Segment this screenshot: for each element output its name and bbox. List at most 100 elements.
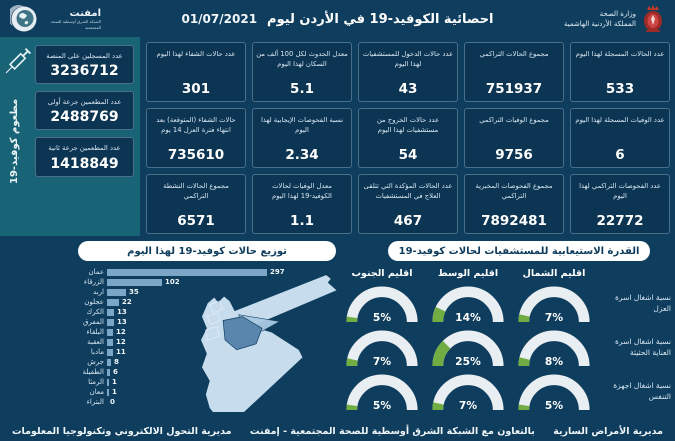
gauge-cell: 7%	[429, 370, 507, 413]
stat-value: 1418849	[50, 155, 119, 172]
gauge-chart: 8%	[518, 330, 590, 368]
jordan-map	[200, 274, 338, 412]
vaccination-stat-card: عدد المطعمين جرعة ثانية 1418849	[35, 137, 134, 177]
ministry-country: المملكة الأردنية الهاشمية	[563, 20, 636, 28]
footer: مديرية الأمراض السارية بالتعاون مع الشبك…	[0, 426, 675, 437]
stat-label: عدد الحالات المؤكدة التي تتلقى العلاج في…	[363, 182, 453, 201]
stat-label: عدد الفحوصات التراكمي لهذا اليوم	[579, 182, 661, 201]
bar	[107, 388, 109, 396]
bar-value: 6	[113, 368, 118, 376]
stat-card: عدد حالات الخروج من مستشفيات لهذا اليوم …	[358, 108, 458, 168]
bar	[107, 338, 113, 346]
vaccination-cards: عدد المسجلين على المنصة 3236712 عدد المط…	[35, 45, 134, 177]
region-header: اقليم الجنوب	[351, 267, 413, 279]
bar-row: عمان 297	[8, 267, 340, 277]
bar	[107, 378, 109, 386]
bar	[107, 318, 114, 326]
bar	[107, 298, 119, 306]
bar-value: 1	[112, 388, 117, 396]
region-header: اقليم الشمال	[522, 267, 586, 279]
bar-value: 13	[117, 308, 127, 316]
stat-label: مجموع الحالات النشطة التراكمي	[163, 182, 229, 201]
footer-cooperation-note: بالتعاون مع الشبكة الشرق أوسطية للصحة ال…	[249, 426, 535, 437]
ministry-emblem-icon	[644, 5, 662, 32]
footer-communicable-diseases: مديرية الأمراض السارية	[553, 426, 663, 437]
distribution-bar-chart: عمان 297 الزرقاء 102 اربد 35 عجلون 22 ال…	[8, 267, 340, 407]
emphnet-text: امفنت الشبكة الشرق أوسطية للصحة المجتمعي…	[43, 8, 101, 30]
gauge-chart: 5%	[346, 374, 418, 412]
stat-card: مجموع الحالات النشطة التراكمي 6571	[146, 174, 246, 234]
stat-label: عدد المسجلين على المنصة	[46, 52, 123, 60]
bar	[107, 358, 111, 366]
region-header: اقليم الوسط	[437, 267, 499, 279]
bar-value: 0	[110, 398, 115, 406]
stat-value: 22772	[596, 213, 644, 229]
vaccinated-covid19-label: مطعوم كوفيد-19	[9, 99, 20, 185]
jordan-outline	[200, 274, 338, 412]
bar-row: المفرق 13	[8, 317, 340, 327]
bar-row: الطفيلة 6	[8, 367, 340, 377]
page-title: احصائية الكوفيد-19 في الأردن ليوم	[267, 11, 494, 27]
stat-value: 2.34	[285, 147, 319, 163]
vaccination-strip: مطعوم كوفيد-19	[0, 37, 33, 236]
gauge-cell: 7%	[343, 326, 421, 369]
bar-row: الزرقاء 102	[8, 277, 340, 287]
stat-value: 301	[181, 81, 211, 97]
gauge-row-label: نسبة اشغال اسرة العناية الحثيثة	[615, 336, 671, 357]
bar-row: معان 1	[8, 387, 340, 397]
bar-value: 297	[270, 268, 285, 276]
gauge-cell: 14%	[429, 282, 507, 325]
bar-row: مادبا 11	[8, 347, 340, 357]
emphnet-logo: امفنت الشبكة الشرق أوسطية للصحة المجتمعي…	[10, 5, 101, 33]
bar-row: اربد 35	[8, 287, 340, 297]
stat-label: مجموع الحالات التراكمي	[479, 50, 549, 58]
bar-row: البلقاء 12	[8, 327, 340, 337]
stat-card: عدد الحالات المؤكدة التي تتلقى العلاج في…	[358, 174, 458, 234]
bar-row: الرمثا 1	[8, 377, 340, 387]
bar	[107, 308, 114, 316]
map-region-amman	[222, 316, 263, 351]
bar	[107, 328, 113, 336]
stat-value: 3236712	[50, 63, 119, 80]
ministry-text: وزارة الصحة المملكة الأردنية الهاشمية	[564, 9, 636, 30]
capacity-gauge-grid: اقليم الشمال اقليم الوسط اقليم الجنوب نسبة …	[339, 265, 671, 413]
stat-card: مجموع الفحوصات المخبرية التراكمي 7892481	[464, 174, 564, 234]
stat-label: مجموع الفحوصات المخبرية التراكمي	[475, 182, 553, 201]
stat-value: 1.1	[290, 213, 314, 229]
stat-value: 533	[605, 81, 635, 97]
stat-label: عدد حالات الشفاء لهذا اليوم	[156, 50, 236, 58]
title-block: 01/07/2021 احصائية الكوفيد-19 في الأردن …	[181, 0, 493, 38]
stat-value: 43	[398, 81, 418, 97]
bar-category-label: معان	[89, 388, 104, 396]
stat-card: عدد الوفيات المسجلة لهذا اليوم 6	[570, 108, 670, 168]
stat-card: مجموع الحالات التراكمي 751937	[464, 42, 564, 102]
bar-category-label: مادبا	[90, 348, 104, 356]
bar	[107, 348, 113, 356]
syringe-icon	[5, 47, 32, 74]
gauge-row-label: نسبة اشغال اجهزة التنفس	[613, 380, 671, 401]
stat-value: 2488769	[50, 109, 119, 126]
gauge-cell: 7%	[515, 282, 593, 325]
vaccination-stat-card: عدد المطعمين جرعة أولى 2488769	[35, 91, 134, 131]
bar-row: العقبة 12	[8, 337, 340, 347]
bar-category-label: اربد	[93, 288, 104, 296]
gauge-chart: 5%	[518, 374, 590, 412]
stat-value: 6	[615, 147, 625, 163]
report-date: 01/07/2021	[181, 12, 258, 26]
stat-label: حالات الشفاء (المتوقعة) بعد انتهاء فترة …	[156, 116, 236, 135]
distribution-chart-title: توزيع حالات كوفيد-19 لهذا اليوم	[78, 241, 336, 261]
stat-label: معدل الوفيات لحالات الكوفيد-19 لهذا اليو…	[272, 182, 332, 201]
stat-card: معدل الحدوث لكل 100 ألف من السكان لهذا ا…	[252, 42, 352, 102]
stat-value: 54	[398, 147, 418, 163]
gauge-value: 8%	[545, 355, 563, 368]
gauge-value: 5%	[545, 399, 563, 412]
gauge-value: 14%	[455, 311, 481, 324]
gauge-value: 5%	[373, 311, 391, 324]
emphnet-subtitle: الشبكة الشرق أوسطية للصحة المجتمعية	[50, 18, 101, 30]
gauge-cell: 8%	[515, 326, 593, 369]
gauge-cell: 5%	[343, 370, 421, 413]
stat-card: معدل الوفيات لحالات الكوفيد-19 لهذا اليو…	[252, 174, 352, 234]
stat-card: حالات الشفاء (المتوقعة) بعد انتهاء فترة …	[146, 108, 246, 168]
gauge-chart: 25%	[432, 330, 504, 368]
